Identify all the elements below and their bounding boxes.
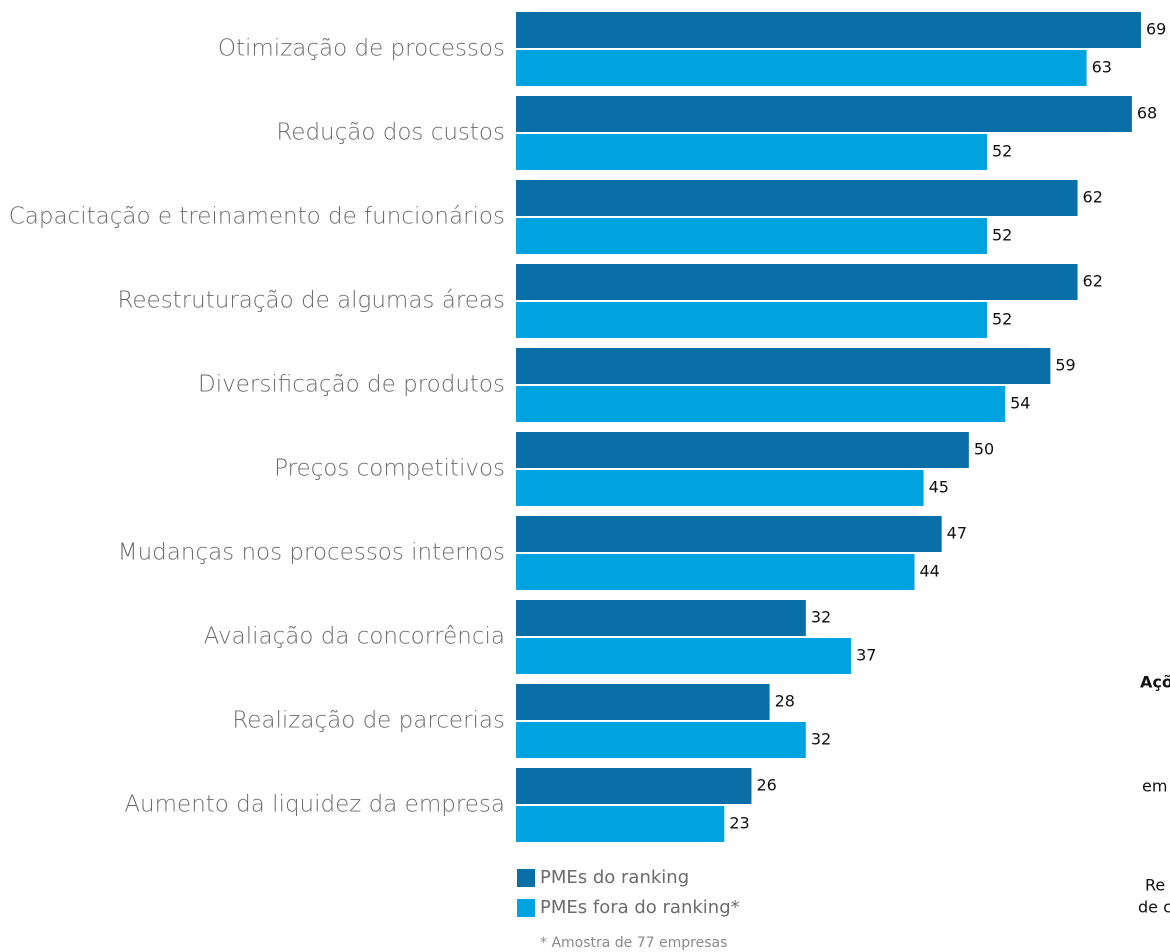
side-text: Açõ	[1140, 673, 1170, 692]
bar	[516, 600, 806, 636]
bar	[516, 134, 987, 170]
category-label: Otimização de processos	[218, 36, 505, 62]
bar	[516, 638, 852, 674]
legend-label: PMEs fora do ranking*	[540, 897, 740, 918]
bar	[516, 386, 1006, 422]
side-text: em	[1142, 777, 1167, 796]
legend-swatch	[517, 899, 535, 917]
category-label: Aumento da liquidez da empresa	[124, 792, 505, 818]
bar	[516, 516, 942, 552]
footnote: * Amostra de 77 empresas	[540, 935, 727, 951]
value-label: 59	[1055, 356, 1075, 375]
value-label: 23	[729, 814, 749, 833]
value-label: 68	[1137, 104, 1157, 123]
legend-swatch	[517, 869, 535, 887]
bar	[516, 806, 725, 842]
value-label: 32	[811, 608, 831, 627]
bar	[516, 96, 1132, 132]
value-label: 44	[920, 562, 940, 581]
value-label: 52	[992, 226, 1012, 245]
legend-label: PMEs do ranking	[540, 867, 689, 888]
bar	[516, 180, 1078, 216]
value-label: 52	[992, 310, 1012, 329]
value-label: 37	[856, 646, 876, 665]
bar	[516, 348, 1051, 384]
bar	[516, 768, 752, 804]
category-label: Redução dos custos	[276, 120, 505, 146]
value-label: 50	[974, 440, 994, 459]
bar	[516, 684, 770, 720]
bar	[516, 470, 924, 506]
category-label: Preços competitivos	[274, 456, 505, 482]
category-label: Avaliação da concorrência	[204, 624, 505, 650]
bar	[516, 264, 1078, 300]
category-label: Mudanças nos processos internos	[118, 540, 505, 566]
bar	[516, 302, 987, 338]
category-label: Capacitação e treinamento de funcionário…	[9, 204, 505, 230]
bar	[516, 50, 1087, 86]
value-label: 52	[992, 142, 1012, 161]
value-label: 54	[1010, 394, 1030, 413]
side-text: Re	[1145, 876, 1165, 895]
value-label: 32	[811, 730, 831, 749]
value-label: 62	[1083, 272, 1103, 291]
category-label: Reestruturação de algumas áreas	[117, 288, 505, 314]
bar	[516, 432, 969, 468]
value-label: 47	[947, 524, 967, 543]
value-label: 63	[1092, 58, 1112, 77]
bar	[516, 12, 1141, 48]
value-label: 69	[1146, 20, 1166, 39]
bar	[516, 218, 987, 254]
category-label: Realização de parcerias	[232, 708, 505, 734]
category-label: Diversificação de produtos	[198, 372, 505, 398]
value-label: 62	[1083, 188, 1103, 207]
bar	[516, 722, 806, 758]
side-text: de c	[1138, 898, 1170, 917]
value-label: 26	[756, 776, 776, 795]
bar	[516, 554, 915, 590]
value-label: 28	[775, 692, 795, 711]
value-label: 45	[929, 478, 949, 497]
